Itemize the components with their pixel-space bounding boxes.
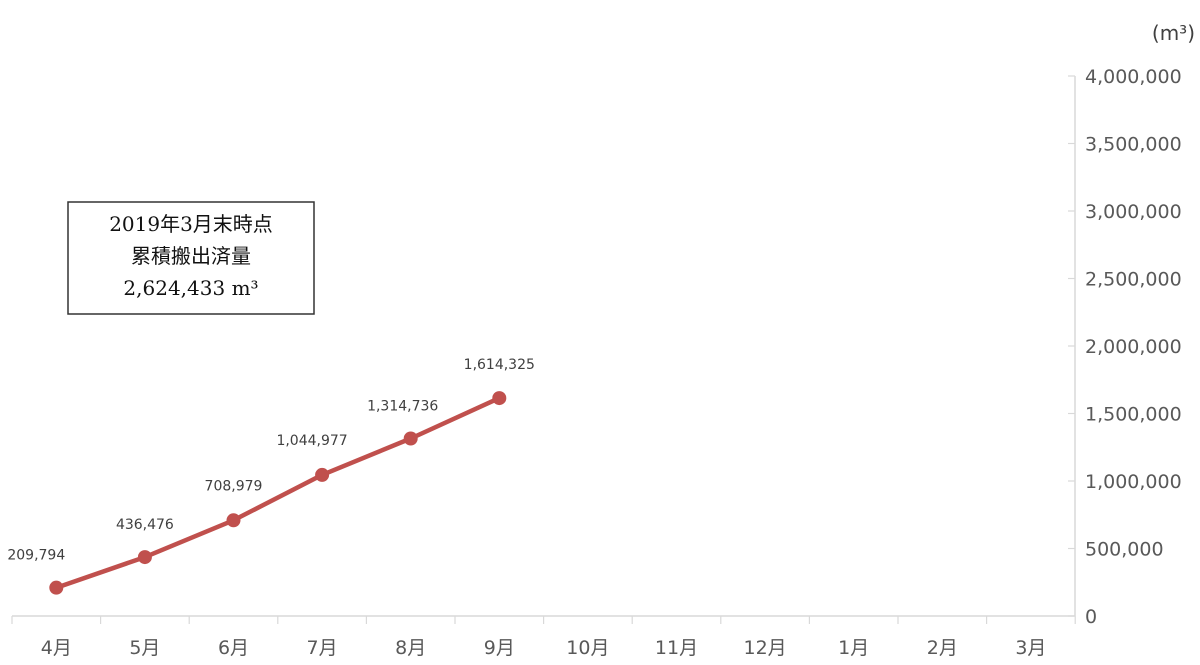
annotation-box: 2019年3月末時点 累積搬出済量 2,624,433 m³ <box>67 201 315 315</box>
data-point <box>49 580 64 595</box>
y-tick-label: 2,000,000 <box>1085 336 1182 358</box>
y-tick-label: 3,500,000 <box>1085 134 1182 156</box>
data-point <box>226 513 241 528</box>
y-tick-label: 0 <box>1085 606 1097 628</box>
data-label: 1,614,325 <box>464 357 535 373</box>
data-label: 708,979 <box>205 478 263 494</box>
x-tick-label: 3月 <box>1015 637 1046 659</box>
annotation-line-2: 累積搬出済量 <box>131 244 251 268</box>
x-tick-label: 11月 <box>655 637 698 659</box>
series-layer <box>49 391 507 595</box>
x-tick-label: 5月 <box>129 637 160 659</box>
data-label: 1,044,977 <box>276 433 347 449</box>
y-tick-label: 2,500,000 <box>1085 269 1182 291</box>
x-tick-label: 12月 <box>744 637 787 659</box>
series-line <box>54 395 502 590</box>
annotation-line-3: 2,624,433 m³ <box>123 276 258 300</box>
x-tick-label: 10月 <box>566 637 609 659</box>
data-label: 436,476 <box>116 517 174 533</box>
data-label: 209,794 <box>7 548 65 564</box>
y-tick-label: 1,000,000 <box>1085 471 1182 493</box>
unit-label: (m³) <box>1152 21 1195 45</box>
data-label: 1,314,736 <box>367 399 438 415</box>
annotation-line-1: 2019年3月末時点 <box>109 212 273 236</box>
axes <box>11 75 1076 624</box>
data-point <box>315 467 330 482</box>
x-tick-label: 8月 <box>395 637 426 659</box>
data-point <box>403 431 418 446</box>
x-tick-label: 2月 <box>927 637 958 659</box>
y-tick-label: 4,000,000 <box>1085 66 1182 88</box>
data-point <box>492 391 507 406</box>
x-tick-label: 1月 <box>838 637 869 659</box>
x-tick-label: 4月 <box>41 637 72 659</box>
y-tick-label: 3,000,000 <box>1085 201 1182 223</box>
x-tick-label: 9月 <box>484 637 515 659</box>
y-tick-label: 500,000 <box>1085 539 1164 561</box>
annotation-border <box>67 201 315 315</box>
x-tick-label: 7月 <box>307 637 338 659</box>
x-tick-label: 6月 <box>218 637 249 659</box>
label-layer: 4月 5月 6月 7月 8月 9月 10月 11月 12月 1月 2月 3月 0 500,000 1,000… <box>7 66 1181 659</box>
data-point <box>137 550 152 565</box>
y-tick-label: 1,500,000 <box>1085 404 1182 426</box>
